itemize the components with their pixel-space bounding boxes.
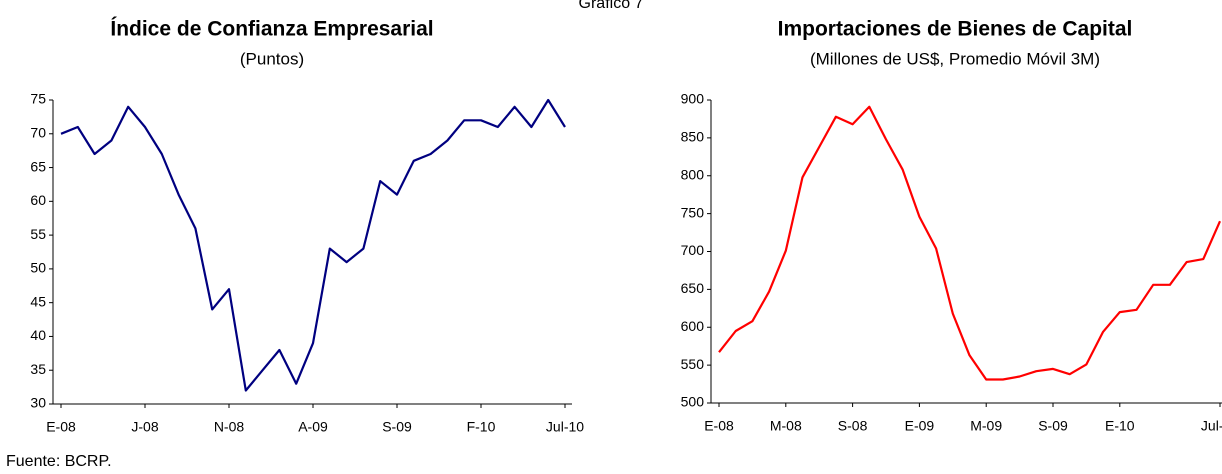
x-tick-label: F-10 xyxy=(467,419,496,435)
x-tick-label: M-09 xyxy=(970,418,1002,434)
x-tick-label: E-10 xyxy=(1105,418,1135,434)
x-tick-label: A-09 xyxy=(298,419,328,435)
x-tick-label: E-08 xyxy=(46,419,76,435)
y-tick-label: 550 xyxy=(681,356,705,372)
y-tick-label: 35 xyxy=(30,361,46,377)
y-tick-label: 65 xyxy=(30,158,46,174)
y-tick-label: 40 xyxy=(30,327,46,343)
y-tick-label: 55 xyxy=(30,226,46,242)
x-tick-label: S-09 xyxy=(382,419,412,435)
x-tick-label: Jul-10 xyxy=(1201,418,1222,434)
chart-subtitle: (Puntos) xyxy=(240,49,304,68)
y-tick-label: 30 xyxy=(30,395,46,411)
data-line xyxy=(718,105,1222,381)
y-tick-label: 850 xyxy=(681,129,705,145)
y-tick-label: 900 xyxy=(681,91,705,107)
x-tick-label: S-08 xyxy=(838,418,868,434)
y-tick-label: 60 xyxy=(30,192,46,208)
x-tick-label: E-08 xyxy=(704,418,734,434)
x-tick-label: N-08 xyxy=(214,419,245,435)
y-tick-label: 600 xyxy=(681,318,705,334)
data-line xyxy=(60,98,566,392)
y-tick-label: 500 xyxy=(681,394,705,410)
y-tick-label: 650 xyxy=(681,280,705,296)
y-tick-label: 50 xyxy=(30,260,46,276)
x-tick-label: M-08 xyxy=(770,418,802,434)
chart-title: Importaciones de Bienes de Capital xyxy=(778,18,1133,41)
chart-subtitle: (Millones de US$, Promedio Móvil 3M) xyxy=(810,49,1100,68)
y-tick-label: 800 xyxy=(681,166,705,182)
y-tick-label: 70 xyxy=(30,124,46,140)
y-tick-label: 45 xyxy=(30,293,46,309)
y-tick-label: 75 xyxy=(30,91,46,107)
x-tick-label: J-08 xyxy=(131,419,158,435)
chart-title: Índice de Confianza Empresarial xyxy=(110,18,433,41)
x-tick-label: Jul-10 xyxy=(546,419,584,435)
y-tick-label: 700 xyxy=(681,242,705,258)
page-title: Gráfico 7 xyxy=(579,0,644,12)
y-tick-label: 750 xyxy=(681,204,705,220)
x-tick-label: E-09 xyxy=(905,418,935,434)
x-tick-label: S-09 xyxy=(1038,418,1068,434)
source: Fuente: BCRP. xyxy=(6,453,112,470)
